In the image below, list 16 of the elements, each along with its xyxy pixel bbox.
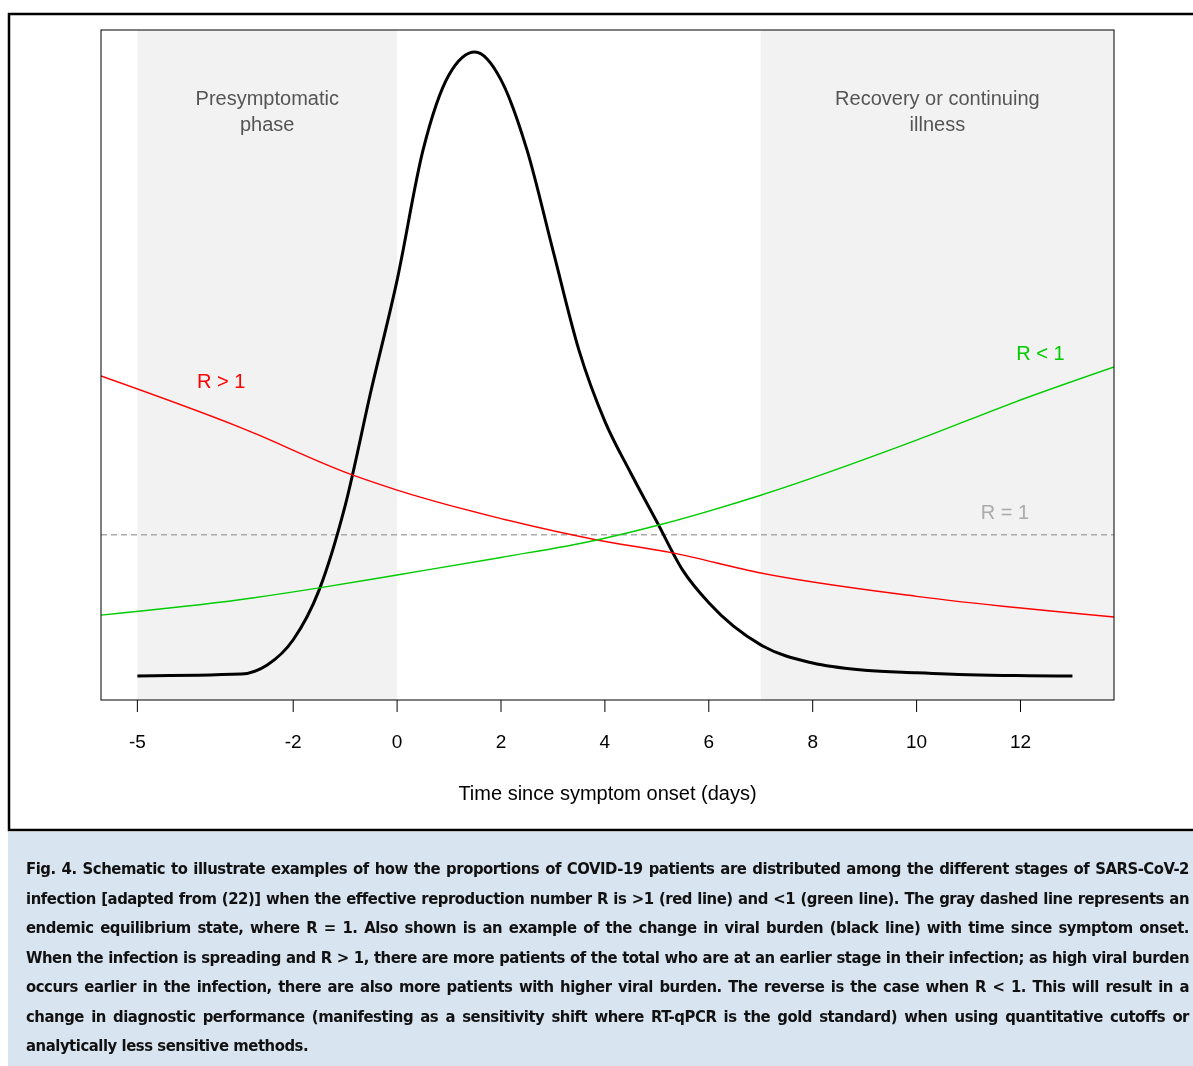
x-tick-label: 2 xyxy=(495,731,507,752)
x-axis-title: Time since symptom onset (days) xyxy=(458,782,757,804)
x-tick-label: -2 xyxy=(284,731,302,752)
x-tick-label: 4 xyxy=(599,731,611,752)
x-tick-label: -5 xyxy=(128,731,146,752)
series-label: R < 1 xyxy=(1016,341,1065,364)
caption: Fig. 4. Schematic to illustrate examples of how the proportions of COVID-19 patients are distributed among the different stages of SARS-CoV-2 infection [adapted from (22)] when the effective reproduction number R is >1 (red line) and <1 (green line). The gray dashed line represents an endemic equilibrium state, where R = 1. Also shown is an example of the change in viral burden (black line) with time since symptom onset. When the infection is spreading and R > 1, there are more patients of the total who are at an earlier stage in their infection; as high viral burden occurs earlier in the infection, there are also more patients with higher viral burden. The reverse is the case when R < 1. This will result in a change in diagnostic performance (manifesting as a sensitivity shift where RT-qPCR is the gold standard) when using quantitative cutoffs or analytically less sensitive methods. xyxy=(26,858,1189,1057)
x-tick-label: 6 xyxy=(703,731,715,752)
band-label: Recovery or continuing illness xyxy=(835,87,1040,135)
annotation: R = 1 xyxy=(980,500,1030,523)
x-tick-label: 0 xyxy=(391,731,403,752)
band-label: Presymptomatic phase xyxy=(195,87,339,135)
series-label: R > 1 xyxy=(197,369,246,392)
x-tick-label: 10 xyxy=(906,731,928,752)
x-tick-label: 8 xyxy=(807,731,818,752)
x-tick-label: 12 xyxy=(1009,731,1032,752)
